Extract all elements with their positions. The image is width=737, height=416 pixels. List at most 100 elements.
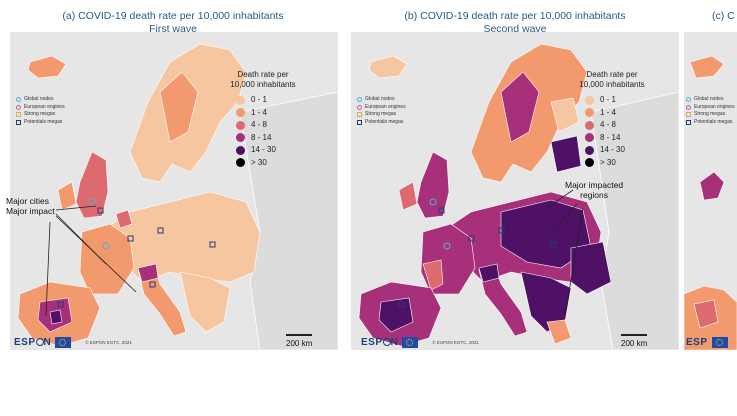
circle-icon [686, 104, 691, 110]
legend-row: 0 - 1 [577, 94, 647, 107]
scale-bar: 200 km [286, 334, 312, 348]
map-area [684, 32, 737, 350]
legend-row: 1 - 4 [228, 107, 298, 120]
square-icon [357, 119, 362, 125]
annotation-line: Major impact [6, 206, 55, 216]
key-label: Global nodes [365, 96, 395, 102]
legend-title-line-2: 10,000 inhabitants [230, 80, 296, 89]
legend-row: 14 - 30 [577, 144, 647, 157]
square-icon [686, 112, 691, 118]
key-row: Strong megas [686, 111, 735, 119]
key-label: Potentials megas [365, 118, 404, 125]
scale-bar-line [621, 334, 648, 336]
title-line-1: (a) COVID-19 death rate per 10,000 inhab… [62, 10, 284, 22]
logo-text: ESP [14, 337, 36, 348]
title-line-1: (b) COVID-19 death rate per 10,000 inhab… [404, 10, 626, 22]
legend-title-line-2: 10,000 inhabitants [579, 80, 645, 89]
legend-swatch [585, 158, 594, 168]
panel-title: (c) C [712, 10, 735, 23]
map-area [10, 32, 338, 350]
square-icon [16, 112, 21, 118]
legend-row: 4 - 8 [228, 119, 298, 132]
city-type-key: Global nodes European engines Strong meg… [16, 96, 65, 126]
legend-label: 1 - 4 [251, 107, 268, 117]
square-icon [16, 119, 21, 125]
espon-logo: ESP N [14, 337, 51, 348]
legend-row: > 30 [228, 157, 298, 170]
legend-label: 4 - 8 [251, 120, 268, 130]
europe-map-cropped [684, 32, 737, 350]
map-panel-third-wave-cropped: (c) C Global nodes European engines Stro… [684, 0, 737, 360]
death-rate-legend: Death rate per 10,000 inhabitants 0 - 1 … [228, 70, 298, 169]
key-label: Global nodes [24, 96, 54, 102]
key-row: Global nodes [357, 96, 406, 104]
key-label: Potentials megas [694, 118, 733, 125]
legend-title: Death rate per 10,000 inhabitants [228, 70, 298, 90]
legend-title-line-1: Death rate per [586, 70, 638, 79]
annotation-line: regions [580, 190, 608, 200]
square-icon [357, 112, 362, 118]
key-row: European engines [686, 104, 735, 112]
circle-icon [686, 97, 691, 103]
scale-label: 200 km [621, 339, 648, 348]
legend-swatch [585, 145, 594, 155]
eu-flag-icon [55, 337, 72, 348]
annotation-major-impacted-regions: Major impacted regions [565, 180, 623, 200]
legend-swatch [236, 95, 245, 105]
key-label: Strong megas [365, 111, 397, 117]
legend-swatch [236, 133, 245, 143]
logo-text: N [390, 337, 399, 348]
logo-text: ESP [361, 337, 383, 348]
legend-label: 1 - 4 [600, 107, 617, 117]
city-type-key: Global nodes European engines Strong meg… [357, 96, 406, 126]
legend-swatch [236, 120, 245, 130]
legend-label: 0 - 1 [251, 95, 268, 105]
legend-swatch [585, 108, 594, 118]
legend-swatch [585, 120, 594, 130]
circle-icon [16, 97, 21, 103]
map-area [351, 32, 679, 350]
legend-row: 0 - 1 [228, 94, 298, 107]
legend-swatch [236, 158, 245, 168]
legend-label: 4 - 8 [600, 120, 617, 130]
espon-logo: ESP N [361, 337, 398, 348]
circle-icon [357, 97, 362, 103]
eu-flag-icon [711, 337, 728, 348]
legend-label: > 30 [600, 157, 616, 167]
legend-label: 8 - 14 [251, 132, 272, 142]
legend-title-line-1: Death rate per [237, 70, 289, 79]
key-label: European engines [365, 103, 406, 110]
key-row: Potentials megas [357, 119, 406, 127]
legend-label: 0 - 1 [600, 95, 617, 105]
legend-row: > 30 [577, 157, 647, 170]
legend-label: 14 - 30 [251, 145, 276, 155]
circle-icon [357, 104, 362, 110]
key-row: Potentials megas [16, 119, 65, 127]
scale-bar-line [286, 334, 313, 336]
eu-flag-icon [402, 337, 419, 348]
logo-text: N [43, 337, 52, 348]
espon-logo: ESP [686, 337, 708, 348]
key-row: Global nodes [686, 96, 735, 104]
espon-footer: ESP [686, 337, 728, 348]
legend-row: 8 - 14 [228, 132, 298, 145]
key-row: European engines [16, 104, 65, 112]
key-row: Global nodes [16, 96, 65, 104]
circle-icon [16, 104, 21, 110]
square-icon [686, 119, 691, 125]
key-label: Global nodes [694, 96, 724, 102]
map-panel-first-wave: (a) COVID-19 death rate per 10,000 inhab… [0, 0, 346, 360]
map-panel-second-wave: (b) COVID-19 death rate per 10,000 inhab… [347, 0, 683, 360]
legend-row: 8 - 14 [577, 132, 647, 145]
annotation-line: Major impacted [565, 180, 624, 190]
scale-bar: 200 km [621, 334, 647, 348]
espon-footer: ESP N © ESPON EGTC, 2021 [361, 337, 479, 348]
legend-label: > 30 [251, 157, 267, 167]
annotation-major-cities: Major cities Major impact [6, 196, 55, 216]
key-label: Strong megas [694, 111, 726, 117]
key-label: European engines [24, 103, 65, 110]
legend-row: 1 - 4 [577, 107, 647, 120]
key-row: Strong megas [16, 111, 65, 119]
espon-footer: ESP N © ESPON EGTC, 2021 [14, 337, 132, 348]
city-type-key: Global nodes European engines Strong meg… [686, 96, 735, 126]
